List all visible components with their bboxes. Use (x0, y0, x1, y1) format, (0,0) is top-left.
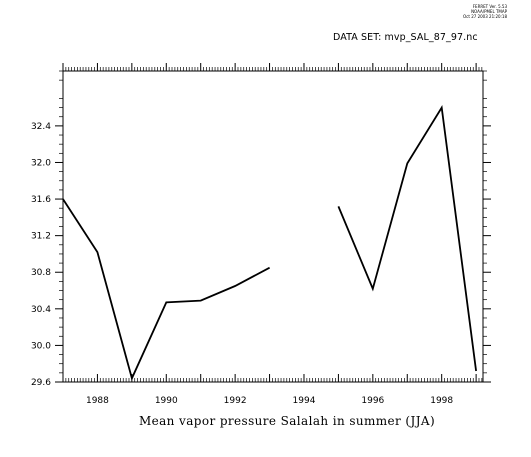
plot-frame (62, 70, 484, 383)
y-tick-label: 29.6 (31, 378, 51, 388)
x-axis-title: Mean vapor pressure Salalah in summer (J… (139, 414, 435, 428)
x-tick-label: 1990 (155, 396, 178, 406)
series-line-segment (337, 104, 477, 372)
x-tick-label: 1994 (293, 396, 316, 406)
y-axis-tick-labels: 29.6 30.0 30.4 30.8 31.2 31.6 32.0 32.4 (31, 122, 51, 388)
x-tick-label: 1988 (86, 396, 109, 406)
y-tick-label: 30.0 (31, 341, 51, 351)
data-series (62, 104, 477, 381)
dataset-label: DATA SET: mvp_SAL_87_97.nc (333, 32, 478, 43)
x-tick-label: 1992 (224, 396, 247, 406)
ferret-version-line: FERRET Ver. 5.53 (472, 4, 507, 9)
x-axis-tick-labels: 1988 1990 1992 1994 1996 1998 (86, 396, 453, 406)
ferret-version-info: FERRET Ver. 5.53 NOAA/PMEL TMAP Oct 27 2… (463, 4, 507, 19)
y-tick-label: 30.4 (31, 305, 51, 315)
ferret-date-line: Oct 27 2003 21:20:18 (463, 14, 507, 19)
plot-border (62, 70, 484, 383)
major-ticks (55, 63, 491, 383)
y-tick-label: 30.8 (31, 268, 51, 278)
y-tick-label: 32.4 (31, 122, 51, 132)
y-tick-label: 31.2 (31, 232, 51, 242)
y-tick-label: 31.6 (31, 195, 51, 205)
minor-ticks (59, 67, 487, 382)
x-tick-label: 1996 (361, 396, 384, 406)
ferret-org-line: NOAA/PMEL TMAP (471, 9, 507, 14)
y-tick-label: 32.0 (31, 158, 51, 168)
series-line-segment (62, 198, 271, 381)
x-tick-label: 1998 (430, 396, 453, 406)
